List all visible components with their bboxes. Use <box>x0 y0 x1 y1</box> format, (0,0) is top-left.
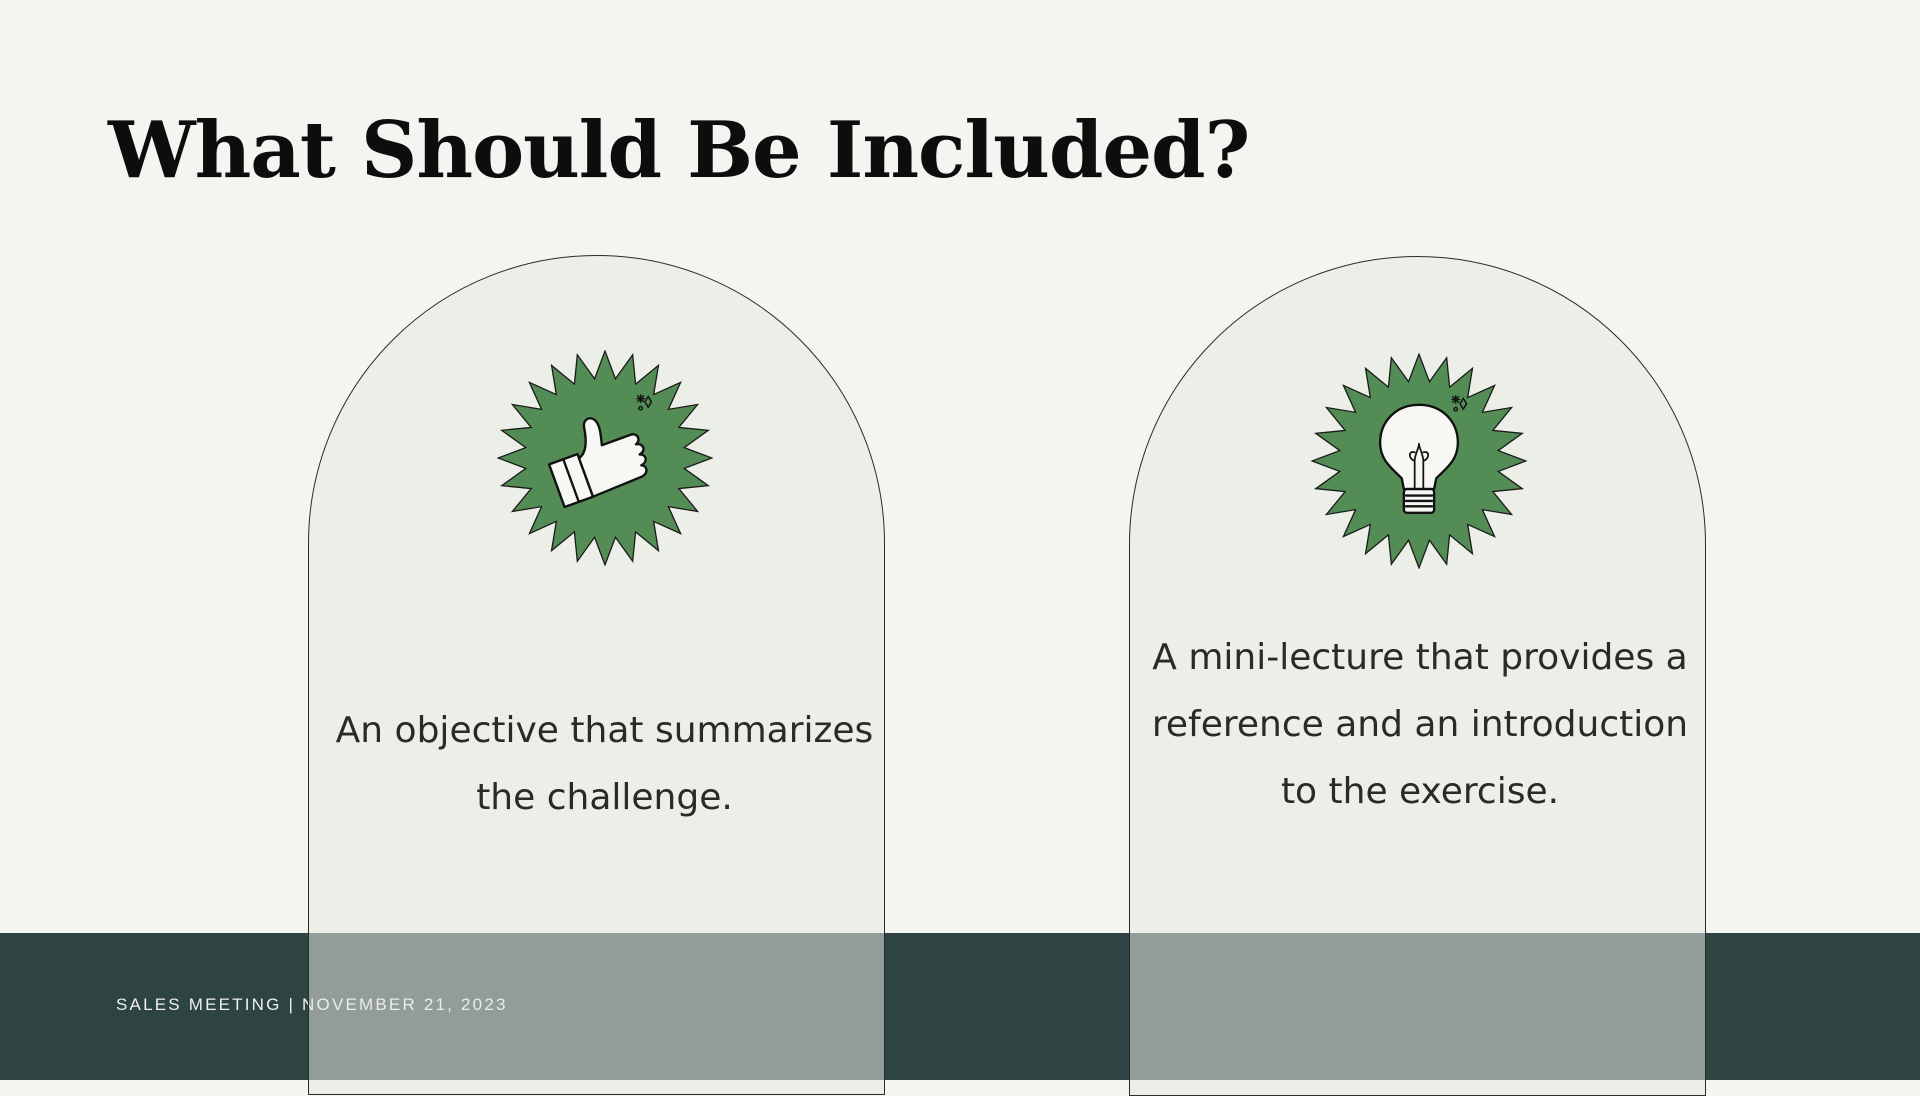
sparkle-icon <box>636 394 653 411</box>
thumbs-up-badge <box>497 350 713 566</box>
lightbulb-badge <box>1311 353 1527 569</box>
slide-title: What Should Be Included? <box>108 105 1250 196</box>
card-text-mini-lecture: A mini-lecture that provides a reference… <box>1151 637 1689 812</box>
sparkle-icon <box>1451 395 1468 412</box>
lightbulb-icon <box>1378 403 1460 515</box>
card-text-objective: An objective that summarizes the challen… <box>335 710 874 818</box>
thumbs-up-icon <box>547 417 648 509</box>
